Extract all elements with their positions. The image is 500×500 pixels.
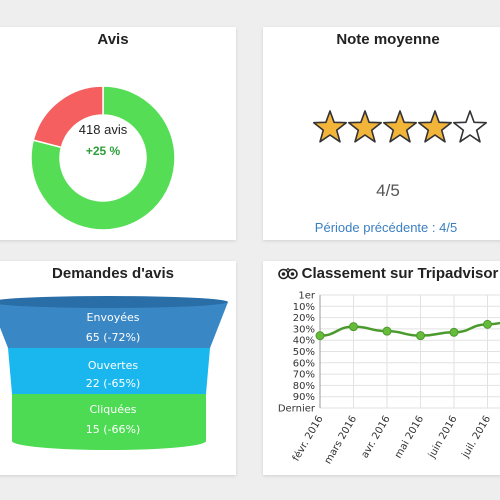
x-tick-label: févr. 2016 <box>290 414 326 464</box>
star-filled-icon <box>349 111 381 142</box>
y-tick-label: 70% <box>293 370 315 381</box>
x-tick-label: mai 2016 <box>393 414 426 460</box>
y-tick-label: Dernier <box>278 404 316 415</box>
demandes-card: Demandes d'avis Envoyées 65 (-72%) Ouver… <box>0 261 236 475</box>
star-filled-icon <box>384 111 416 142</box>
star-filled-icon <box>419 111 451 142</box>
y-tick-label: 90% <box>293 392 315 403</box>
y-tick-label: 40% <box>293 336 315 347</box>
note-title: Note moyenne <box>263 31 500 48</box>
avis-count: 418 avis <box>79 122 127 137</box>
funnel-value-ouvertes: 22 (-65%) <box>0 377 236 390</box>
y-tick-label: 60% <box>293 358 315 369</box>
note-card: Note moyenne 4/5 Période précédente : 4/… <box>263 27 500 240</box>
series-line <box>320 320 500 335</box>
avis-donut-center: 418 avis +25 % <box>29 58 177 232</box>
data-point[interactable] <box>316 332 324 340</box>
avis-change: +25 % <box>86 144 120 158</box>
y-tick-label: 1er <box>298 291 316 302</box>
funnel-label-envoyees: Envoyées <box>0 311 236 324</box>
data-point[interactable] <box>417 332 425 340</box>
data-point[interactable] <box>350 323 358 331</box>
y-tick-label: 50% <box>293 347 315 358</box>
funnel-value-envoyees: 65 (-72%) <box>0 331 236 344</box>
data-point[interactable] <box>450 328 458 336</box>
y-tick-label: 80% <box>293 381 315 392</box>
funnel-label-cliquees: Cliquées <box>0 403 236 416</box>
y-tick-label: 20% <box>293 313 315 324</box>
avis-card: Avis 418 avis +25 % <box>0 27 236 240</box>
funnel-value-cliquees: 15 (-66%) <box>0 423 236 436</box>
y-tick-label: 30% <box>293 324 315 335</box>
demandes-title: Demandes d'avis <box>0 265 236 282</box>
x-tick-label: mars 2016 <box>323 414 359 466</box>
rating-stars <box>311 109 491 147</box>
funnel-label-ouvertes: Ouvertes <box>0 359 236 372</box>
previous-period-link[interactable]: Période précédente : 4/5 <box>263 220 500 235</box>
x-tick-label: juil. 2016 <box>460 414 493 461</box>
tripadvisor-line-chart: 1er10%20%30%40%50%60%70%80%90%Dernierfév… <box>263 261 500 475</box>
star-filled-icon <box>314 111 346 142</box>
funnel-top-edge <box>0 296 228 308</box>
data-point[interactable] <box>484 320 492 328</box>
star-empty-icon <box>454 111 486 142</box>
rating-value: 4/5 <box>263 181 500 201</box>
tripadvisor-card: Classement sur Tripadvisor 1er 10% 20% 30% 4… <box>263 261 500 475</box>
x-tick-label: juin 2016 <box>426 414 459 461</box>
y-tick-label: 10% <box>293 302 315 313</box>
data-point[interactable] <box>383 327 391 335</box>
avis-title: Avis <box>0 31 236 48</box>
x-tick-label: avr. 2016 <box>360 414 393 460</box>
